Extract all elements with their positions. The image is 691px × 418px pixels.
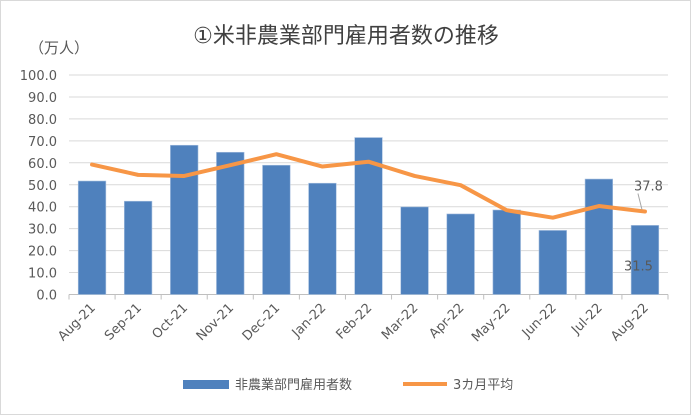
x-tick-label: Dec-21 [240,301,283,344]
x-tick-label: Sep-21 [102,301,145,344]
x-tick-label: Aug-21 [55,301,99,345]
y-tick-label: 0.0 [36,289,57,304]
y-tick-label: 10.0 [28,267,57,282]
y-tick-label: 70.0 [28,135,57,150]
y-tick-label: 20.0 [28,245,57,260]
x-tick-label: Oct-21 [150,301,192,343]
x-tick-label: Jan-22 [289,301,330,342]
y-tick-label: 90.0 [28,91,57,106]
bar-data-label: 31.5 [624,260,653,275]
y-tick-label: 40.0 [28,201,57,216]
y-tick-label: 60.0 [28,157,57,172]
line-data-label: 37.8 [634,180,663,195]
y-tick-label: 30.0 [28,223,57,238]
bar-Dec-21 [263,165,291,294]
y-tick-label: 100.0 [20,69,57,84]
bar-Nov-21 [216,152,244,294]
bar-Jan-22 [309,183,337,294]
x-tick-label: Aug-22 [608,301,652,345]
bar-Aug-21 [78,181,106,294]
legend-line-label: 3カ月平均 [453,378,513,393]
legend-bar-label: 非農業部門雇用者数 [235,377,352,393]
x-tick-label: Mar-22 [379,301,421,343]
x-tick-label: Jul-22 [568,301,605,338]
bar-Sep-21 [124,201,152,294]
y-axis-label: （万人） [29,39,89,57]
chart-title: ①米非農業部門雇用者数の推移 [193,24,499,49]
x-tick-label: Apr-22 [427,301,468,342]
bar-Jul-22 [585,179,613,294]
x-tick-label: May-22 [469,301,513,345]
legend-bar-swatch [183,380,229,389]
x-tick-label: Jun-22 [519,301,560,342]
bar-Mar-22 [401,207,429,295]
x-tick-label: Nov-21 [194,301,237,344]
bar-May-22 [493,210,521,295]
bar-Oct-21 [170,145,198,294]
y-tick-label: 50.0 [28,179,57,194]
bar-Apr-22 [447,214,475,295]
x-tick-label: Feb-22 [333,301,375,343]
bar-Jun-22 [539,230,567,294]
y-tick-label: 80.0 [28,113,57,128]
